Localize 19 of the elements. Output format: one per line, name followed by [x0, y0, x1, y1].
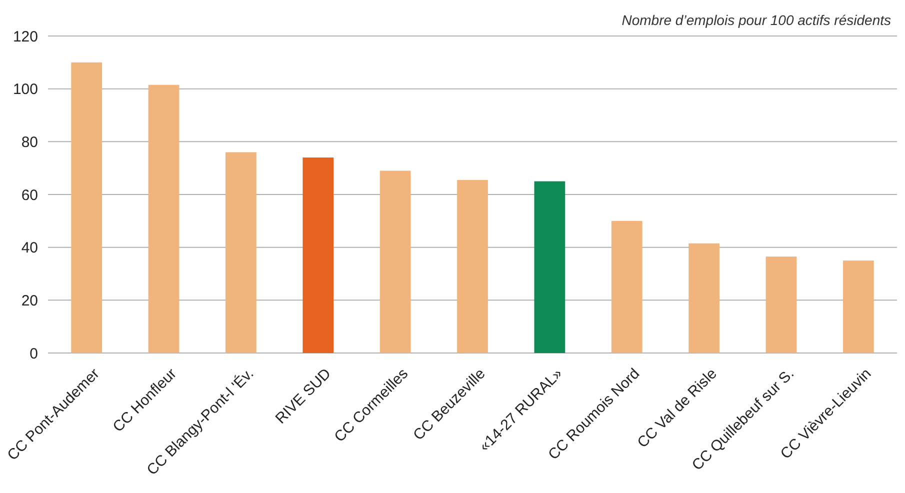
- bar: [534, 181, 566, 353]
- bar: [302, 158, 334, 353]
- y-tick-label: 60: [21, 186, 38, 204]
- bar: [71, 62, 102, 353]
- bar: [766, 256, 797, 353]
- y-tick-label: 120: [12, 28, 38, 46]
- y-tick-label: 20: [21, 292, 38, 310]
- y-tick-label: 80: [21, 134, 38, 151]
- bar: [611, 220, 642, 353]
- bar: [148, 84, 180, 353]
- y-tick-label: 100: [12, 81, 38, 98]
- chart-title: Nombre d’emplois pour 100 actifs résidents: [622, 12, 891, 28]
- bar: [688, 243, 720, 353]
- bar: [380, 170, 411, 353]
- bar: [457, 180, 488, 353]
- bar: [842, 260, 874, 353]
- y-tick-label: 40: [21, 240, 38, 257]
- y-tick-label: 0: [30, 345, 38, 362]
- bar: [226, 152, 256, 353]
